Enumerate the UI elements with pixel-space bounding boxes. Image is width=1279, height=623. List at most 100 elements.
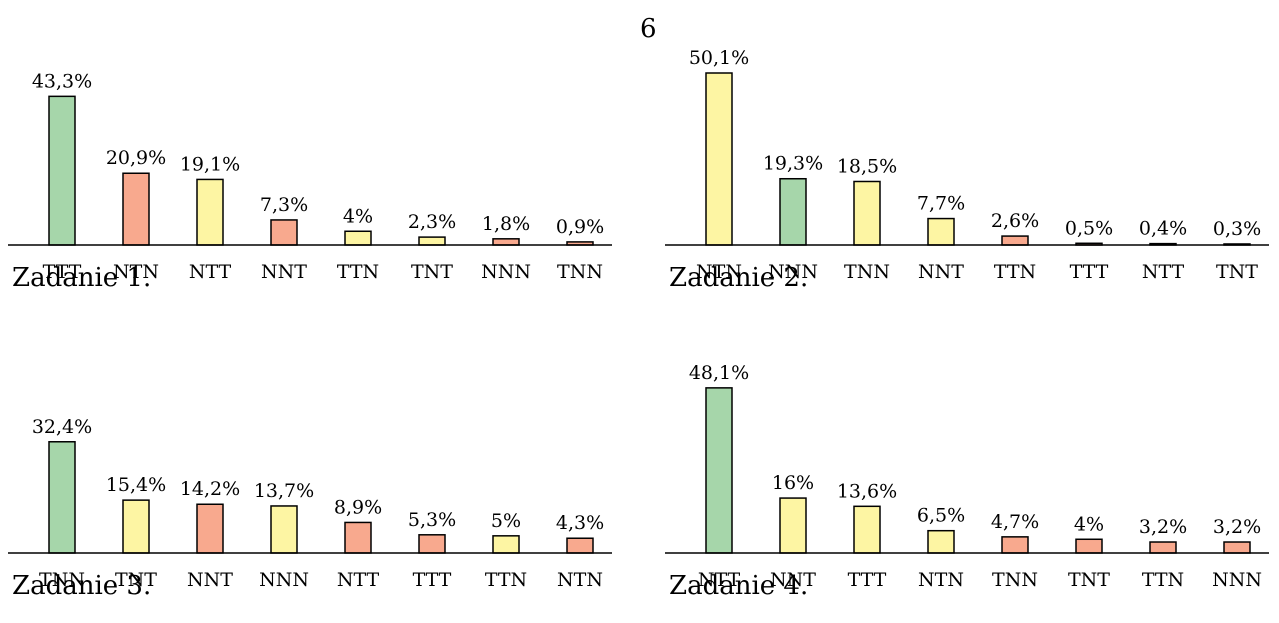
bar	[344, 230, 372, 246]
bar	[492, 535, 520, 554]
category-tick-label: NNT	[187, 569, 233, 591]
category-tick-label: NTT	[1142, 261, 1185, 283]
chart-panel-zadanie-4: 48,1% NTT 16% NNT 13,6% TTT 6,5% NTN 4,7% TNN 4% TN…	[657, 308, 1277, 608]
category-tick-label: NTT	[189, 261, 232, 283]
bar	[48, 95, 76, 246]
bar	[1149, 541, 1177, 554]
chart-panel-zadanie-1: 43,3% TTT 20,9% NTN 19,1% NTT 7,3% NNT 4% TTN 2,3%…	[0, 0, 620, 300]
chart-panel-zadanie-3: 32,4% TNN 15,4% TNT 14,2% NNT 13,7% NNN 8,9% NTT 5…	[0, 308, 620, 608]
bar	[48, 441, 76, 554]
bar	[196, 178, 224, 246]
category-tick-label: NTN	[696, 261, 742, 283]
data-label: 7,7%	[917, 193, 965, 215]
category-tick-label: NTT	[698, 569, 741, 591]
bar	[418, 236, 446, 246]
category-tick-label: TTN	[337, 261, 379, 283]
data-label: 2,3%	[408, 211, 456, 233]
category-tick-label: NNT	[770, 569, 816, 591]
data-label: 8,9%	[334, 496, 382, 518]
data-label: 0,5%	[1065, 217, 1113, 239]
category-tick-label: NNT	[261, 261, 307, 283]
data-label: 48,1%	[689, 362, 749, 384]
category-tick-label: TTN	[994, 261, 1036, 283]
category-tick-label: NTT	[337, 569, 380, 591]
category-tick-label: TTT	[1070, 261, 1109, 283]
category-tick-label: TNN	[39, 569, 85, 591]
data-label: 32,4%	[32, 416, 92, 438]
category-tick-label: NTN	[113, 261, 159, 283]
chart-title: Zadanie 4.	[669, 571, 809, 601]
bar	[122, 499, 150, 554]
data-label: 4%	[343, 205, 373, 227]
category-tick-label: NTN	[918, 569, 964, 591]
bar	[566, 537, 594, 554]
data-label: 14,2%	[180, 478, 240, 500]
bar	[779, 497, 807, 554]
data-label: 5%	[491, 510, 521, 532]
bar	[1001, 536, 1029, 554]
data-label: 0,3%	[1213, 218, 1261, 240]
bar	[418, 534, 446, 554]
bar	[344, 521, 372, 554]
category-tick-label: NNN	[1212, 569, 1262, 591]
data-label: 50,1%	[689, 47, 749, 69]
bar	[927, 529, 955, 554]
bar	[779, 177, 807, 246]
data-label: 3,2%	[1139, 516, 1187, 538]
bar	[705, 72, 733, 246]
bar	[1001, 235, 1029, 246]
data-label: 0,4%	[1139, 218, 1187, 240]
data-label: 7,3%	[260, 194, 308, 216]
bar	[492, 238, 520, 246]
data-label: 13,7%	[254, 480, 314, 502]
category-tick-label: TNN	[992, 569, 1038, 591]
bar	[196, 503, 224, 554]
data-label: 0,9%	[556, 216, 604, 238]
data-label: 13,6%	[837, 480, 897, 502]
category-tick-label: TTT	[43, 261, 82, 283]
bar	[270, 219, 298, 246]
category-tick-label: TNT	[1216, 261, 1258, 283]
data-label: 5,3%	[408, 509, 456, 531]
category-tick-label: TNT	[115, 569, 157, 591]
bar	[853, 180, 881, 246]
chart-panel-zadanie-2: 50,1% NTN 19,3% NNN 18,5% TNN 7,7% NNT 2,6% TTN 0,…	[657, 0, 1277, 300]
data-label: 1,8%	[482, 213, 530, 235]
bar	[927, 217, 955, 246]
category-tick-label: TTT	[848, 569, 887, 591]
bar	[1223, 541, 1251, 554]
bar-chart: 32,4% TNN 15,4% TNT 14,2% NNT 13,7% NNN 8,9% NTT 5…	[8, 416, 612, 591]
chart-title: Zadanie 3.	[12, 571, 152, 601]
data-label: 16%	[772, 472, 814, 494]
data-label: 4,7%	[991, 511, 1039, 533]
category-tick-label: TNN	[844, 261, 890, 283]
category-tick-label: TNN	[557, 261, 603, 283]
bar	[853, 505, 881, 554]
category-tick-label: NNN	[768, 261, 818, 283]
page-number: 6	[640, 14, 657, 44]
data-label: 4%	[1074, 513, 1104, 535]
data-label: 2,6%	[991, 210, 1039, 232]
data-label: 19,3%	[763, 153, 823, 175]
bar-chart: 43,3% TTT 20,9% NTN 19,1% NTT 7,3% NNT 4% TTN 2,3%…	[8, 70, 612, 283]
data-label: 3,2%	[1213, 516, 1261, 538]
category-tick-label: TNT	[1068, 569, 1110, 591]
data-label: 19,1%	[180, 153, 240, 175]
bar	[122, 172, 150, 246]
category-tick-label: TTT	[413, 569, 452, 591]
bar	[1075, 538, 1103, 554]
chart-title: Zadanie 2.	[669, 263, 809, 293]
bar-chart: 48,1% NTT 16% NNT 13,6% TTT 6,5% NTN 4,7% TNN 4% TN…	[665, 362, 1269, 591]
category-tick-label: NNT	[918, 261, 964, 283]
data-label: 18,5%	[837, 155, 897, 177]
data-label: 4,3%	[556, 512, 604, 534]
data-label: 43,3%	[32, 70, 92, 92]
data-label: 20,9%	[106, 147, 166, 169]
category-tick-label: NNN	[259, 569, 309, 591]
category-tick-label: NTN	[557, 569, 603, 591]
bar	[705, 387, 733, 554]
category-tick-label: TTN	[485, 569, 527, 591]
data-label: 15,4%	[106, 474, 166, 496]
chart-title: Zadanie 1.	[12, 263, 152, 293]
category-tick-label: TTN	[1142, 569, 1184, 591]
